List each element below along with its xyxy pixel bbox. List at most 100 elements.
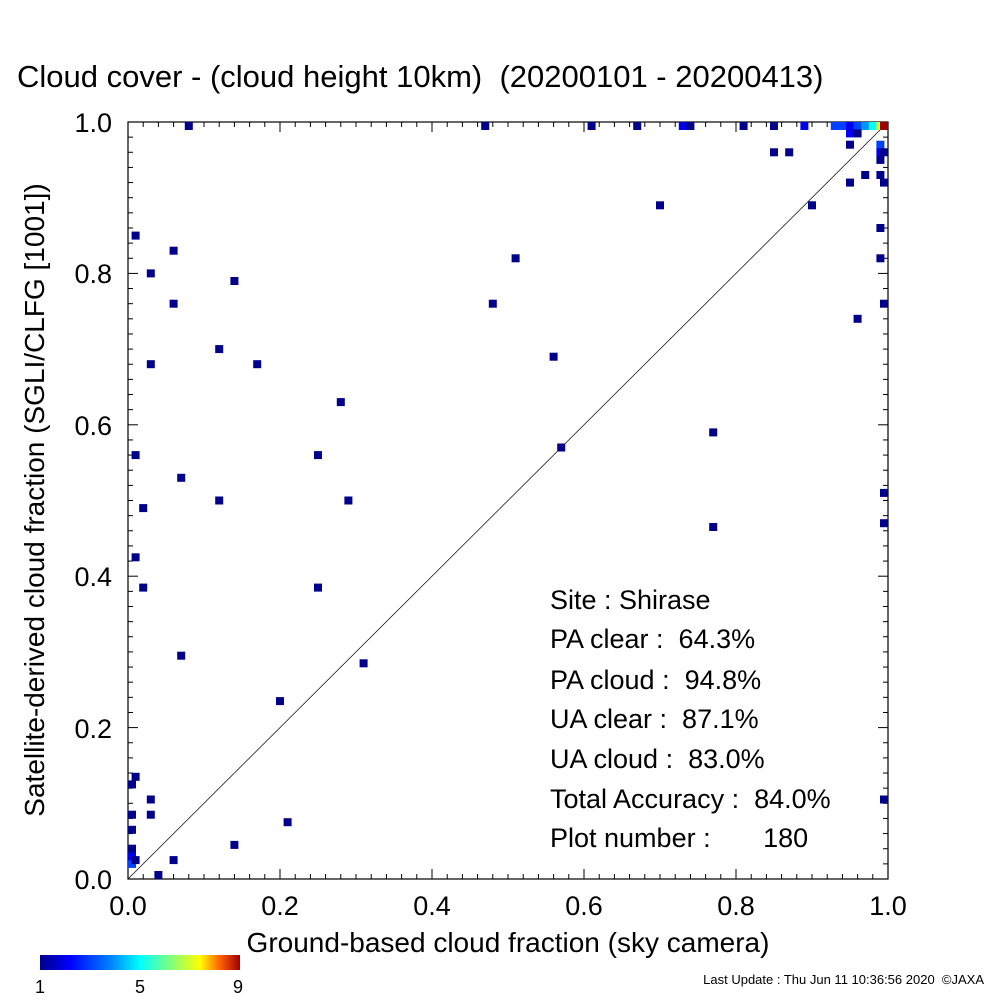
data-point-31 bbox=[230, 277, 239, 285]
data-point-33 bbox=[169, 246, 178, 255]
y-axis-label: Satellite-derived cloud fraction (SGLI/C… bbox=[19, 183, 50, 816]
data-point-10 bbox=[154, 871, 163, 879]
data-point-6 bbox=[131, 856, 140, 865]
data-point-78 bbox=[880, 519, 888, 528]
data-point-47 bbox=[709, 523, 718, 531]
data-point-50 bbox=[770, 148, 778, 157]
data-point-42 bbox=[633, 122, 642, 130]
data-point-5 bbox=[128, 780, 136, 789]
data-point-49 bbox=[770, 122, 778, 130]
data-point-4 bbox=[128, 810, 136, 819]
data-point-56 bbox=[846, 122, 854, 130]
y-tick-label-3: 0.6 bbox=[74, 411, 112, 441]
data-point-27 bbox=[146, 360, 155, 369]
x-tick-label-1: 0.2 bbox=[261, 891, 299, 921]
y-tick-label-2: 0.4 bbox=[74, 562, 112, 592]
data-point-40 bbox=[557, 443, 566, 452]
data-point-7 bbox=[131, 772, 140, 781]
data-point-59 bbox=[868, 122, 877, 130]
data-point-37 bbox=[488, 299, 497, 308]
data-point-62 bbox=[846, 129, 854, 138]
data-point-43 bbox=[656, 201, 664, 210]
data-point-55 bbox=[838, 122, 847, 130]
x-tick-label-4: 0.8 bbox=[717, 891, 755, 921]
data-point-34 bbox=[131, 231, 140, 240]
data-point-68 bbox=[876, 155, 885, 164]
y-tick-label-0: 0.0 bbox=[74, 865, 112, 895]
data-point-30 bbox=[169, 299, 178, 308]
data-point-76 bbox=[853, 314, 862, 323]
data-point-73 bbox=[876, 224, 885, 232]
data-points bbox=[128, 122, 888, 879]
one-to-one-line bbox=[127, 121, 889, 880]
data-point-71 bbox=[876, 171, 885, 179]
x-tick-label-2: 0.4 bbox=[413, 891, 451, 921]
data-point-35 bbox=[184, 122, 193, 130]
data-point-72 bbox=[880, 178, 888, 187]
data-point-70 bbox=[861, 171, 870, 179]
data-point-9 bbox=[146, 810, 155, 819]
data-point-51 bbox=[785, 148, 794, 157]
data-point-77 bbox=[880, 488, 888, 497]
data-point-54 bbox=[830, 122, 839, 130]
data-point-65 bbox=[876, 140, 885, 149]
data-point-26 bbox=[336, 398, 345, 407]
y-tick-label-4: 0.8 bbox=[74, 259, 112, 289]
data-point-17 bbox=[139, 583, 148, 592]
data-point-39 bbox=[549, 352, 558, 361]
data-point-22 bbox=[344, 496, 353, 505]
data-point-29 bbox=[215, 345, 224, 354]
data-point-63 bbox=[853, 129, 862, 138]
data-point-79 bbox=[880, 795, 888, 804]
data-point-2 bbox=[128, 844, 136, 853]
data-point-61 bbox=[880, 122, 888, 130]
data-point-36 bbox=[481, 122, 490, 130]
data-point-11 bbox=[169, 856, 178, 865]
data-point-12 bbox=[230, 840, 239, 849]
x-tick-label-0: 0.0 bbox=[109, 891, 147, 921]
stat-total-accuracy: Total Accuracy : 84.0% bbox=[550, 784, 831, 814]
stat-ua-clear: UA clear : 87.1% bbox=[550, 704, 759, 734]
y-tick-label-1: 0.2 bbox=[74, 714, 112, 744]
colorbar-tick-min: 1 bbox=[35, 977, 45, 997]
data-point-13 bbox=[283, 818, 292, 827]
minor-ticks bbox=[128, 122, 888, 879]
data-point-20 bbox=[139, 504, 148, 513]
stat-ua-cloud: UA cloud : 83.0% bbox=[550, 744, 765, 774]
colorbar bbox=[40, 955, 240, 970]
data-point-44 bbox=[678, 122, 687, 130]
data-point-25 bbox=[314, 451, 322, 460]
data-point-57 bbox=[853, 122, 862, 130]
data-point-24 bbox=[131, 451, 140, 460]
data-point-46 bbox=[709, 428, 718, 437]
data-point-8 bbox=[146, 795, 155, 804]
data-point-69 bbox=[846, 178, 854, 187]
data-point-18 bbox=[314, 583, 322, 592]
data-point-14 bbox=[276, 697, 284, 706]
data-point-16 bbox=[177, 651, 186, 660]
data-point-58 bbox=[861, 122, 870, 130]
data-point-41 bbox=[587, 122, 596, 130]
x-tick-label-5: 1.0 bbox=[869, 891, 907, 921]
stat-pa-clear: PA clear : 64.3% bbox=[550, 624, 755, 654]
data-point-67 bbox=[880, 148, 888, 157]
data-point-48 bbox=[739, 122, 748, 130]
stats-box: Site : Shirase PA clear : 64.3% PA cloud… bbox=[550, 585, 831, 853]
data-point-32 bbox=[146, 269, 155, 278]
data-point-52 bbox=[800, 122, 809, 130]
data-point-3 bbox=[128, 825, 136, 834]
data-point-23 bbox=[177, 473, 186, 482]
data-point-74 bbox=[876, 254, 885, 263]
data-point-28 bbox=[253, 360, 262, 369]
stat-site: Site : Shirase bbox=[550, 585, 711, 615]
colorbar-tick-mid: 5 bbox=[135, 977, 145, 997]
stat-pa-cloud: PA cloud : 94.8% bbox=[550, 665, 761, 695]
data-point-45 bbox=[686, 122, 695, 130]
data-point-53 bbox=[808, 201, 816, 210]
data-point-64 bbox=[846, 140, 854, 149]
last-update-footer: Last Update : Thu Jun 11 10:36:56 2020 ©… bbox=[703, 972, 984, 987]
colorbar-tick-max: 9 bbox=[233, 977, 243, 997]
data-point-15 bbox=[359, 659, 368, 668]
x-axis-label: Ground-based cloud fraction (sky camera) bbox=[247, 927, 770, 958]
